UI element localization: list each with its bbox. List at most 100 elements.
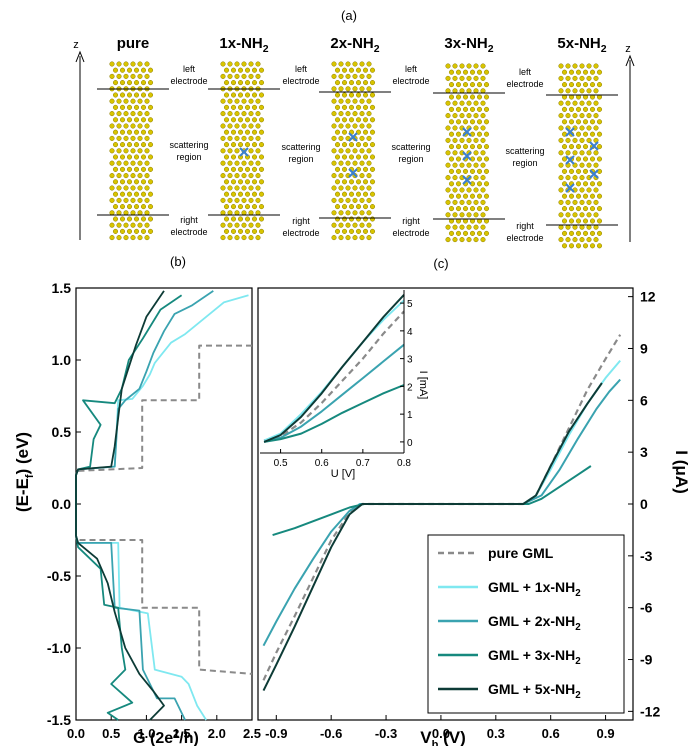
carbon-atom — [369, 216, 376, 222]
carbon-atom — [565, 224, 571, 230]
carbon-atom — [561, 156, 568, 162]
carbon-atom — [362, 80, 369, 86]
carbon-atom — [119, 179, 126, 185]
carbon-atom — [476, 131, 483, 137]
carbon-atom — [126, 166, 133, 172]
carbon-atom — [255, 173, 261, 179]
carbon-atom — [448, 206, 455, 212]
carbon-atom — [237, 67, 244, 73]
carbon-atom — [455, 206, 462, 212]
carbon-atom — [223, 166, 230, 172]
carbon-atom — [223, 142, 230, 148]
nh2-bond — [239, 147, 249, 157]
carbon-atom — [227, 73, 233, 79]
label-left: left — [519, 67, 532, 77]
carbon-atom — [561, 230, 568, 236]
carbon-atom — [462, 144, 469, 150]
carbon-atom — [331, 185, 337, 191]
carbon-atom — [455, 144, 462, 150]
nh2-bond — [589, 169, 599, 179]
carbon-atom — [348, 117, 355, 123]
carbon-atom — [561, 218, 568, 224]
carbon-atom — [480, 63, 486, 69]
carbon-atom — [469, 119, 476, 125]
carbon-atom — [582, 144, 589, 150]
carbon-atom — [452, 199, 458, 205]
carbon-atom — [147, 166, 154, 172]
carbon-atom — [237, 179, 244, 185]
carbon-atom — [476, 106, 483, 112]
carbon-atom — [251, 154, 258, 160]
inset-x-axis-title: U [V] — [331, 468, 355, 480]
carbon-atom — [568, 168, 575, 174]
carbon-atom — [119, 228, 126, 234]
carbon-atom — [112, 154, 119, 160]
carbon-atom — [348, 92, 355, 98]
carbon-atom — [579, 224, 585, 230]
carbon-atom — [234, 61, 240, 67]
carbon-atom — [480, 237, 486, 243]
carbon-atom — [348, 154, 355, 160]
carbon-atom — [116, 210, 122, 216]
carbon-atom — [462, 106, 469, 112]
carbon-atom — [462, 94, 469, 100]
carbon-atom — [230, 228, 237, 234]
carbon-atom — [258, 179, 265, 185]
carbon-atom — [483, 181, 490, 187]
carbon-atom — [466, 199, 472, 205]
panel-c-label: (c) — [433, 256, 448, 271]
carbon-atom — [473, 212, 479, 218]
carbon-atom — [466, 100, 472, 106]
carbon-atom — [589, 69, 596, 75]
carbon-atom — [130, 185, 136, 191]
carbon-atom — [237, 191, 244, 197]
carbon-atom — [255, 135, 261, 141]
series-nh2_5x — [262, 382, 603, 692]
carbon-atom — [109, 148, 115, 154]
carbon-atom — [248, 160, 254, 166]
carbon-atom — [582, 181, 589, 187]
carbon-atom — [251, 80, 258, 86]
carbon-atom — [369, 191, 376, 197]
carbon-atom — [147, 204, 154, 210]
carbon-atom — [480, 125, 486, 131]
carbon-atom — [112, 191, 119, 197]
carbon-atom — [568, 206, 575, 212]
carbon-atom — [119, 216, 126, 222]
carbon-atom — [223, 191, 230, 197]
carbon-atom — [112, 104, 119, 110]
carbon-atom — [586, 199, 592, 205]
carbon-atom — [459, 199, 465, 205]
carbon-atom — [586, 237, 592, 243]
carbon-atom — [445, 162, 451, 168]
carbon-atom — [133, 67, 140, 73]
legend-label-nh2_1x: GML + 1x-NH2 — [488, 579, 581, 599]
inset-y-tick-label: 5 — [407, 299, 413, 310]
carbon-atom — [119, 80, 126, 86]
carbon-atom — [331, 173, 337, 179]
carbon-atom — [355, 92, 362, 98]
carbon-atom — [355, 204, 362, 210]
carbon-atom — [255, 185, 261, 191]
carbon-atom — [130, 222, 136, 228]
carbon-atom — [123, 73, 129, 79]
carbon-atom — [589, 243, 596, 249]
carbon-atom — [469, 106, 476, 112]
carbon-atom — [459, 100, 465, 106]
carbon-atom — [112, 92, 119, 98]
carbon-atom — [123, 210, 129, 216]
carbon-atom — [119, 129, 126, 135]
z-axis-right-arrowhead — [625, 54, 635, 67]
carbon-atom — [123, 135, 129, 141]
carbon-atom — [366, 61, 372, 67]
inset-x-tick-label: 0.5 — [274, 458, 288, 469]
label-right: right — [180, 215, 198, 225]
carbon-atom — [586, 75, 592, 81]
carbon-atom — [448, 69, 455, 75]
panel-c: -0.9 -0.6 -0.3 0.0 0.3 0.6 0.9129630-3-6-9-12 … — [257, 287, 691, 746]
carbon-atom — [244, 204, 251, 210]
label-left-electrode: electrode — [282, 76, 319, 86]
carbon-atom — [455, 82, 462, 88]
carbon-atom — [480, 113, 486, 119]
label-left: left — [295, 64, 308, 74]
